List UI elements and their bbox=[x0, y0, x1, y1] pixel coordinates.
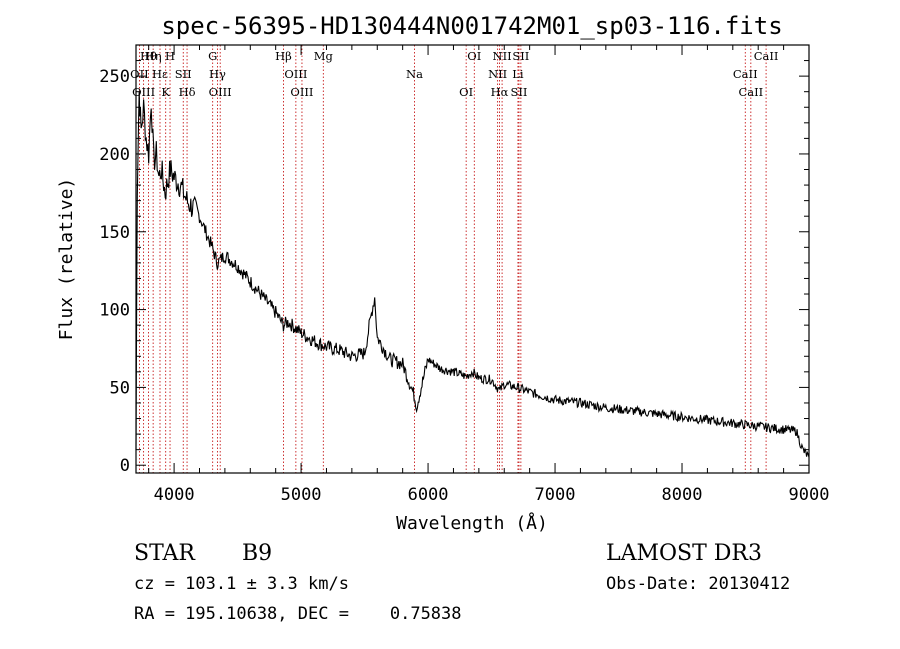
coordinates: RA = 195.10638, DEC = 0.75838 bbox=[134, 604, 462, 624]
redshift-cz: cz = 103.1 ± 3.3 km/s bbox=[134, 574, 349, 594]
spectral-line-label: OII bbox=[130, 67, 149, 81]
spectral-line-label: CaII bbox=[754, 49, 779, 63]
line-labels: HθOIIOIIIHηHεKHSIIHδGHγOIIIHβOIIIOIIIMgN… bbox=[130, 49, 778, 99]
x-tick-label: 8000 bbox=[662, 485, 703, 505]
spectral-line-label: Hα bbox=[491, 85, 509, 99]
spectral-line-label: Li bbox=[512, 67, 524, 81]
spectral-line-label: G bbox=[208, 49, 217, 63]
spectral-line-label: OIII bbox=[290, 85, 313, 99]
spectral-line-label: OIII bbox=[284, 67, 307, 81]
spectral-line-label: CaII bbox=[738, 85, 763, 99]
obs-date: Obs-Date: 20130412 bbox=[606, 574, 790, 594]
x-tick-label: 7000 bbox=[535, 485, 576, 505]
spectral-line-label: OIII bbox=[209, 85, 232, 99]
object-class: STAR bbox=[134, 541, 196, 566]
spectral-line-label: OIII bbox=[132, 85, 155, 99]
spectral-line-label: Hη bbox=[145, 49, 162, 63]
y-tick-label: 150 bbox=[99, 223, 130, 243]
x-tick-label: 4000 bbox=[154, 485, 195, 505]
chart-title: spec-56395-HD130444N001742M01_sp03-116.f… bbox=[161, 12, 782, 40]
spectral-line-label: Mg bbox=[314, 49, 334, 63]
y-axis-label: Flux (relative) bbox=[56, 178, 77, 341]
spectral-line-label: K bbox=[161, 85, 170, 99]
x-tick-label: 6000 bbox=[408, 485, 449, 505]
spectral-line-label: SII bbox=[175, 67, 192, 81]
spectral-line-label: NII bbox=[488, 67, 507, 81]
y-tick-label: 0 bbox=[120, 456, 130, 476]
x-tick-label: 9000 bbox=[789, 485, 830, 505]
spectral-line-label: CaII bbox=[733, 67, 758, 81]
spectral-line-label: H bbox=[165, 49, 175, 63]
spectrum-series-line bbox=[135, 91, 810, 458]
survey-name: LAMOST DR3 bbox=[606, 541, 762, 566]
x-axis-label: Wavelength (Å) bbox=[396, 512, 548, 534]
x-tick-label: 5000 bbox=[281, 485, 322, 505]
y-tick-label: 250 bbox=[99, 67, 130, 87]
y-tick-label: 200 bbox=[99, 145, 130, 165]
spectral-line-label: OI bbox=[459, 85, 473, 99]
spectral-line-label: NII bbox=[493, 49, 512, 63]
spectral-line-label: Hδ bbox=[179, 85, 196, 99]
spectral-line-label: Na bbox=[406, 67, 423, 81]
spectral-line-label: Hθ bbox=[140, 49, 157, 63]
spectral-line-label: Hβ bbox=[275, 49, 292, 63]
y-tick-label: 100 bbox=[99, 301, 130, 321]
spectral-line-label: Hε bbox=[152, 67, 168, 81]
axis-ticks: 4000 5000 6000 7000 8000 9000 0 50 100 150 200 250 bbox=[99, 45, 829, 505]
y-tick-label: 50 bbox=[110, 378, 130, 398]
spectral-line-label: OI bbox=[467, 49, 481, 63]
spectral-line-label: SII bbox=[512, 49, 529, 63]
plot-frame bbox=[135, 44, 810, 474]
spectral-line-label: SII bbox=[510, 85, 527, 99]
subclass: B9 bbox=[242, 541, 272, 566]
line-markers bbox=[139, 45, 767, 473]
spectral-line-label: Hγ bbox=[209, 67, 226, 81]
